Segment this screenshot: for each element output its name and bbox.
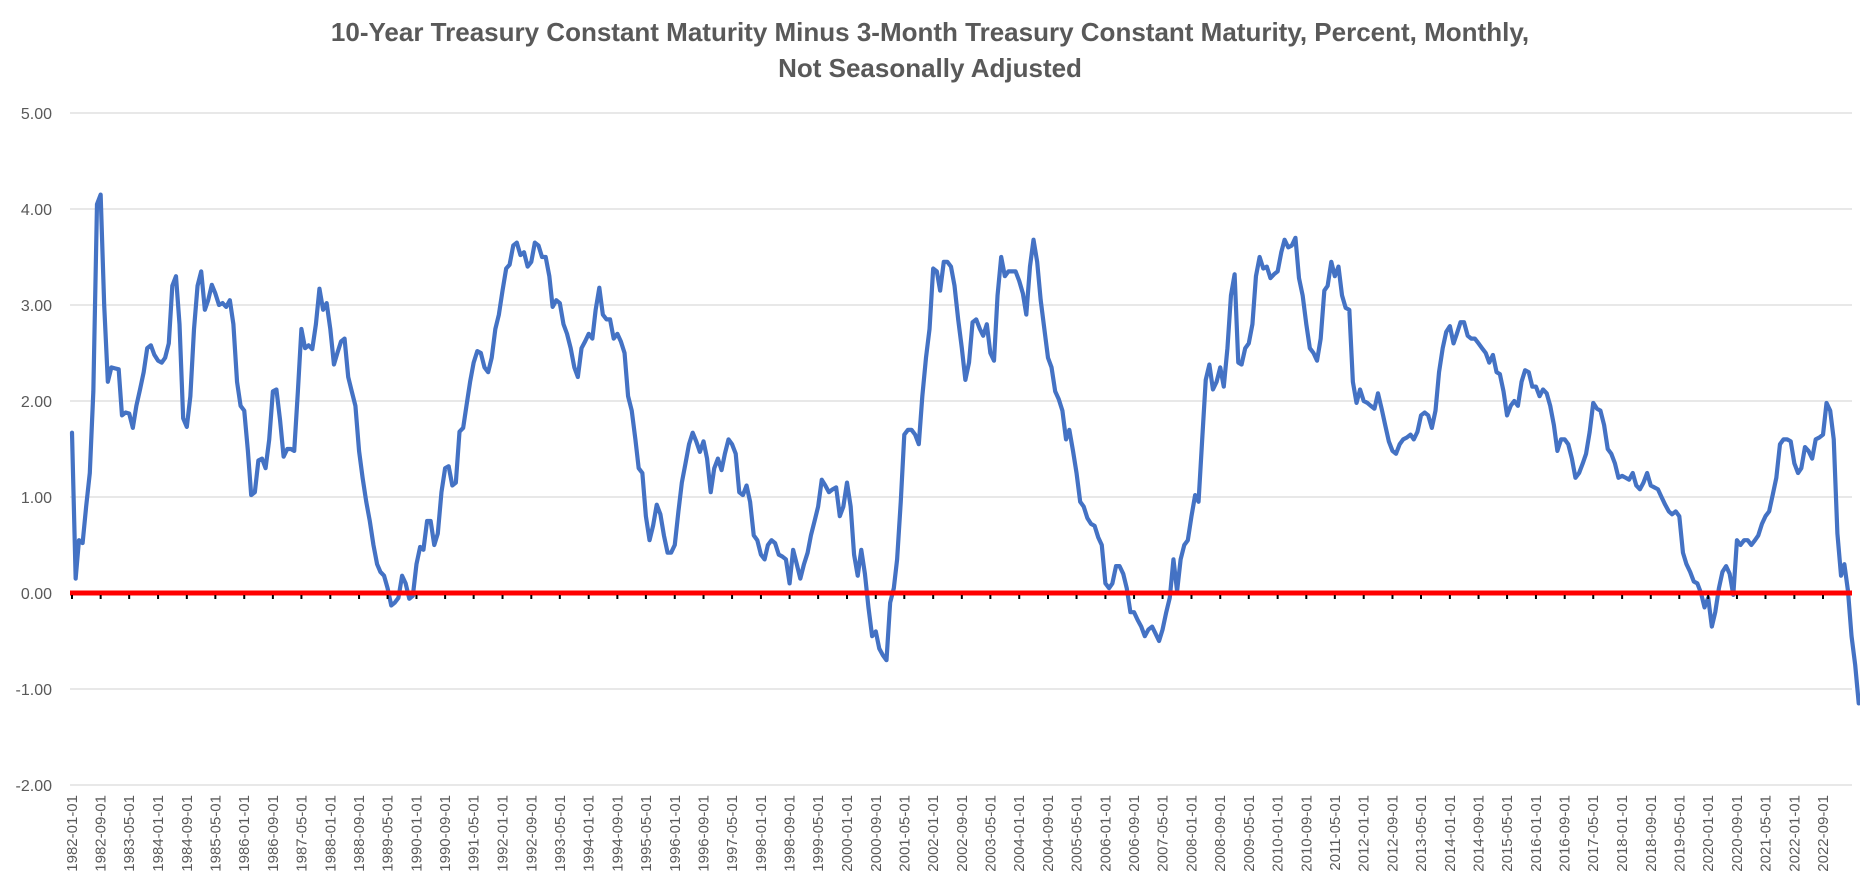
x-tick-label: 2015-05-01 (1499, 795, 1516, 872)
y-tick-label: -2.00 (16, 778, 53, 795)
x-tick-label: 1991-05-01 (466, 795, 483, 872)
x-tick-label: 1993-05-01 (552, 795, 569, 872)
x-tick-label: 1997-05-01 (724, 795, 741, 872)
x-tick-label: 2012-09-01 (1384, 795, 1401, 872)
x-tick-label: 2020-01-01 (1700, 795, 1717, 872)
x-axis-tick-labels: 1982-01-01 1982-09-01 1983-05-01 1984-01-01… (64, 795, 1832, 872)
x-tick-label: 2011-05-01 (1327, 795, 1344, 871)
x-tick-label: 2000-01-01 (839, 795, 856, 872)
x-tick-label: 1992-01-01 (495, 795, 512, 872)
x-tick-label: 2013-05-01 (1413, 795, 1430, 872)
x-tick-label: 1985-05-01 (207, 795, 224, 872)
x-tick-label: 2021-05-01 (1757, 795, 1774, 872)
x-tick-label: 1994-01-01 (581, 795, 598, 872)
y-tick-label: 0.00 (21, 586, 52, 603)
x-tick-label: 1988-09-01 (351, 795, 368, 872)
x-tick-label: 2003-05-01 (982, 795, 999, 872)
y-tick-label: 1.00 (21, 490, 52, 507)
x-tick-label: 2010-09-01 (1298, 795, 1315, 872)
chart-title-line-1: 10-Year Treasury Constant Maturity Minus… (330, 17, 1530, 47)
x-tick-label: 2022-01-01 (1786, 795, 1803, 872)
y-axis-tick-labels: 5.00 4.00 3.00 2.00 1.00 0.00 -1.00 -2.00 (16, 106, 53, 795)
x-tick-label: 2005-05-01 (1069, 795, 1086, 872)
x-tick-label: 1982-09-01 (93, 795, 110, 872)
y-tick-label: 3.00 (21, 298, 52, 315)
x-tick-label: 2018-09-01 (1643, 795, 1660, 872)
x-tick-label: 1992-09-01 (523, 795, 540, 872)
x-tick-label: 2014-01-01 (1442, 795, 1459, 872)
chart-title: 10-Year Treasury Constant Maturity Minus… (0, 14, 1860, 86)
x-tick-label: 1996-09-01 (696, 795, 713, 872)
x-tick-label: 2017-05-01 (1585, 795, 1602, 872)
x-tick-label: 2006-01-01 (1097, 795, 1114, 872)
x-tick-label: 2010-01-01 (1270, 795, 1287, 872)
x-tick-label: 1986-09-01 (265, 795, 282, 872)
x-tick-label: 1998-09-01 (782, 795, 799, 872)
x-tick-label: 1987-05-01 (293, 795, 310, 872)
x-tick-label: 1998-01-01 (753, 795, 770, 872)
series-line (69, 192, 1860, 706)
x-tick-label: 2000-09-01 (868, 795, 885, 872)
x-tick-label: 2016-09-01 (1557, 795, 1574, 872)
x-tick-label: 1995-05-01 (638, 795, 655, 872)
x-tick-label: 2018-01-01 (1614, 795, 1631, 872)
x-tick-label: 2012-01-01 (1356, 795, 1373, 872)
x-tick-label: 2016-01-01 (1528, 795, 1545, 872)
x-tick-label: 1990-09-01 (437, 795, 454, 872)
gridlines (70, 112, 1852, 786)
x-tick-label: 2007-05-01 (1155, 795, 1172, 872)
chart-title-line-2: Not Seasonally Adjusted (778, 53, 1082, 83)
x-tick-label: 2001-05-01 (896, 795, 913, 872)
x-tick-label: 1999-05-01 (810, 795, 827, 872)
x-tick-label: 2004-09-01 (1040, 795, 1057, 872)
x-tick-label: 1984-09-01 (179, 795, 196, 872)
x-tick-label: 1989-05-01 (380, 795, 397, 872)
x-tick-label: 2014-09-01 (1471, 795, 1488, 872)
y-tick-label: -1.00 (16, 682, 53, 699)
x-tick-label: 1986-01-01 (236, 795, 253, 872)
y-tick-label: 2.00 (21, 394, 52, 411)
x-tick-label: 1996-01-01 (667, 795, 684, 872)
x-tick-label: 2008-09-01 (1212, 795, 1229, 872)
x-tick-label: 2006-09-01 (1126, 795, 1143, 872)
y-tick-label: 5.00 (21, 106, 52, 123)
x-tick-label: 2008-01-01 (1183, 795, 1200, 872)
x-tick-label: 1994-09-01 (609, 795, 626, 872)
y-tick-label: 4.00 (21, 202, 52, 219)
x-tick-label: 2022-09-01 (1815, 795, 1832, 872)
x-tick-label: 2009-05-01 (1241, 795, 1258, 872)
x-tick-label: 2020-09-01 (1729, 795, 1746, 872)
x-tick-label: 1988-01-01 (322, 795, 339, 872)
x-tick-label: 1983-05-01 (121, 795, 138, 872)
x-tick-label: 2019-05-01 (1671, 795, 1688, 872)
x-tick-label: 1982-01-01 (64, 795, 81, 872)
zero-reference-layer (70, 590, 1852, 599)
x-tick-label: 1984-01-01 (150, 795, 167, 872)
x-tick-label: 2004-01-01 (1011, 795, 1028, 872)
series-layer (69, 192, 1860, 706)
x-tick-label: 2002-01-01 (925, 795, 942, 872)
x-tick-label: 1990-01-01 (408, 795, 425, 872)
x-tick-label: 2002-09-01 (954, 795, 971, 872)
